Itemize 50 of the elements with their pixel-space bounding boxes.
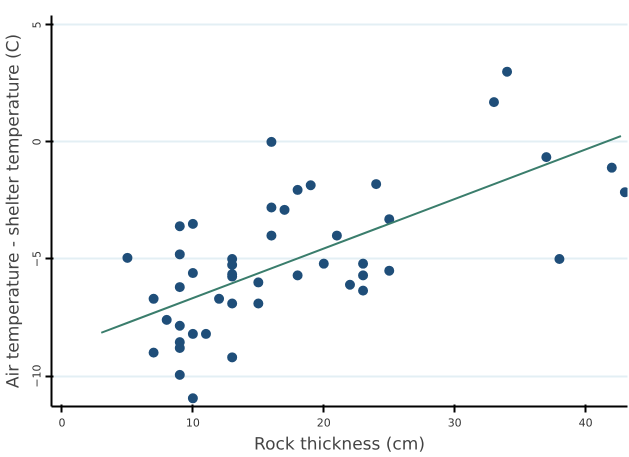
point [227, 352, 238, 362]
point [554, 254, 564, 264]
x-tick-label: 30 [448, 416, 462, 430]
point [358, 286, 368, 296]
point [358, 270, 368, 280]
point [227, 298, 238, 308]
x-tick-label: 10 [186, 416, 200, 430]
x-tick-label: 40 [578, 416, 593, 430]
point [122, 252, 132, 263]
point [280, 204, 290, 215]
point [148, 294, 159, 304]
y-tick-label: 5 [30, 21, 44, 28]
x-tick-label: 20 [316, 416, 331, 430]
point [253, 277, 264, 288]
y-tick-label: −10 [30, 364, 44, 388]
point [200, 328, 211, 339]
point [148, 348, 159, 358]
point [371, 179, 382, 190]
point [174, 282, 185, 292]
point [292, 270, 303, 280]
point [332, 230, 342, 241]
point [541, 152, 552, 162]
point [344, 280, 355, 290]
point [174, 370, 185, 380]
point [384, 266, 394, 276]
point [318, 258, 329, 269]
point [292, 184, 303, 195]
point [188, 268, 198, 278]
point [266, 136, 276, 147]
y-axis-title: Air temperature - shelter temperature (C) [4, 34, 24, 388]
point [358, 258, 368, 269]
point [188, 328, 198, 339]
point [188, 218, 198, 229]
point [606, 162, 617, 173]
point [214, 294, 224, 304]
point [188, 393, 198, 404]
point [266, 202, 276, 212]
point [162, 314, 172, 325]
point [174, 320, 185, 331]
y-tick-label: −5 [30, 250, 44, 268]
point [266, 230, 276, 241]
point [253, 298, 264, 308]
point [174, 249, 185, 260]
point [488, 97, 499, 108]
point [174, 221, 185, 232]
x-axis-title: Rock thickness (cm) [254, 434, 425, 454]
x-tick-label: 0 [58, 416, 66, 430]
point [502, 66, 512, 77]
y-tick-label: 0 [30, 138, 44, 146]
point [306, 180, 316, 190]
